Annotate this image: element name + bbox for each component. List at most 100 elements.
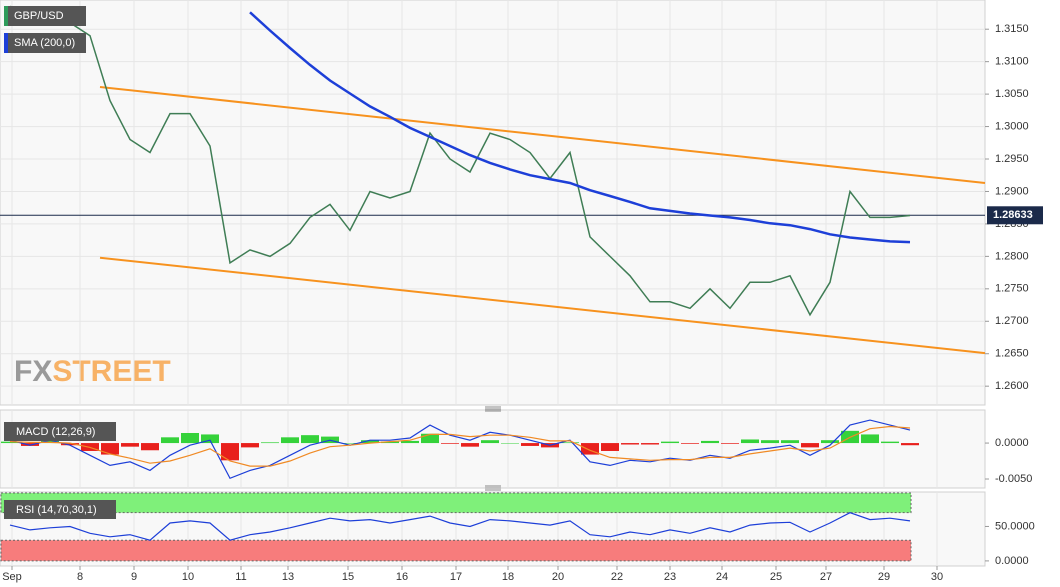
y-tick-label: -0.0050 — [995, 473, 1032, 485]
indicator-label: MACD (12,26,9) — [16, 426, 95, 438]
y-tick-label: 1.2800 — [995, 250, 1029, 262]
watermark-suffix: STREET — [52, 355, 170, 388]
histogram-bar — [341, 443, 359, 444]
y-tick-label: 1.3150 — [995, 23, 1029, 35]
histogram-bar — [681, 443, 699, 444]
histogram-bar — [721, 443, 739, 444]
x-tick-label: 30 — [931, 571, 943, 583]
price-line — [9, 5, 911, 317]
rsi-line — [9, 512, 911, 541]
histogram-bar — [401, 440, 419, 444]
histogram-bar — [821, 440, 839, 444]
legend-box — [4, 6, 86, 26]
last-price-label: 1.28633 — [993, 209, 1033, 221]
x-tick-label: 17 — [450, 571, 462, 583]
histogram-bar — [261, 442, 279, 444]
x-tick-label: 9 — [131, 571, 137, 583]
x-tick-label: Sep — [2, 571, 22, 583]
y-tick-label: 0.0000 — [995, 437, 1029, 449]
histogram-bar — [281, 437, 299, 444]
histogram-bar — [701, 440, 719, 444]
last-price-tag — [987, 206, 1043, 225]
histogram-bar — [741, 439, 759, 444]
histogram-bar — [641, 443, 659, 445]
x-tick-label: 20 — [552, 571, 564, 583]
y-tick-label: 1.3100 — [995, 56, 1029, 68]
histogram-bar — [661, 441, 679, 444]
oversold-band — [0, 539, 912, 562]
histogram-bar — [161, 437, 179, 444]
y-tick-label: 1.2650 — [995, 348, 1029, 360]
resize-handle[interactable] — [485, 485, 501, 491]
watermark: FXSTREET — [14, 355, 171, 388]
indicator-box — [4, 422, 116, 441]
legend-label: SMA (200,0) — [14, 37, 75, 49]
x-tick-label: 18 — [502, 571, 514, 583]
histogram-bar — [561, 442, 579, 444]
overbought-band — [0, 492, 912, 514]
x-tick-label: 13 — [282, 571, 294, 583]
x-tick-label: 25 — [770, 571, 782, 583]
macd-line — [9, 419, 911, 480]
histogram-bar — [1, 441, 19, 444]
x-tick-label: 24 — [716, 571, 728, 583]
histogram-bar — [761, 440, 779, 444]
trend-line — [99, 256, 986, 355]
histogram-bar — [581, 443, 599, 455]
histogram-bar — [301, 435, 319, 444]
macd-line — [9, 425, 911, 467]
histogram-bar — [501, 443, 519, 444]
legend-label: GBP/USD — [14, 10, 64, 22]
histogram-bar — [461, 443, 479, 447]
y-tick-label: 1.2600 — [995, 380, 1029, 392]
x-tick-label: 29 — [878, 571, 890, 583]
y-tick-label: 1.3050 — [995, 88, 1029, 100]
main-panel — [0, 0, 986, 406]
histogram-bar — [201, 434, 219, 444]
histogram-bar — [881, 441, 899, 444]
legend-swatch — [4, 33, 8, 53]
histogram-bar — [521, 443, 539, 446]
x-tick-label: 16 — [396, 571, 408, 583]
indicator-box — [4, 500, 116, 519]
histogram-bar — [61, 443, 79, 446]
histogram-bar — [21, 443, 39, 446]
y-tick-label: 1.2950 — [995, 153, 1029, 165]
histogram-bar — [901, 443, 919, 446]
histogram-bar — [381, 441, 399, 444]
histogram-bar — [861, 434, 879, 444]
histogram-bar — [121, 443, 139, 447]
watermark-prefix: FX — [14, 355, 52, 388]
histogram-bar — [421, 433, 439, 444]
x-tick-label: 11 — [235, 571, 246, 583]
histogram-bar — [241, 443, 259, 448]
x-tick-label: 22 — [611, 571, 623, 583]
histogram-bar — [621, 443, 639, 445]
y-tick-label: 50.0000 — [995, 520, 1035, 532]
y-tick-label: 0.0000 — [995, 555, 1029, 567]
histogram-bar — [801, 443, 819, 448]
x-tick-label: 10 — [182, 571, 194, 583]
histogram-bar — [441, 443, 459, 444]
histogram-bar — [221, 443, 239, 461]
legend-box — [4, 33, 86, 53]
y-tick-label: 1.2750 — [995, 283, 1029, 295]
histogram-bar — [141, 443, 159, 451]
trend-line — [99, 86, 986, 184]
x-tick-label: 8 — [77, 571, 83, 583]
y-tick-label: 1.2700 — [995, 315, 1029, 327]
histogram-bar — [781, 440, 799, 444]
x-tick-label: 23 — [664, 571, 676, 583]
resize-handle[interactable] — [485, 406, 501, 412]
indicator-label: RSI (14,70,30,1) — [16, 504, 97, 516]
y-tick-label: 1.3000 — [995, 120, 1029, 132]
histogram-bar — [101, 443, 119, 455]
histogram-bar — [481, 440, 499, 444]
histogram-bar — [361, 440, 379, 444]
price-line — [249, 11, 911, 244]
legend-swatch — [4, 6, 8, 26]
histogram-bar — [601, 443, 619, 451]
histogram-bar — [181, 433, 199, 444]
y-tick-label: 1.2900 — [995, 185, 1029, 197]
